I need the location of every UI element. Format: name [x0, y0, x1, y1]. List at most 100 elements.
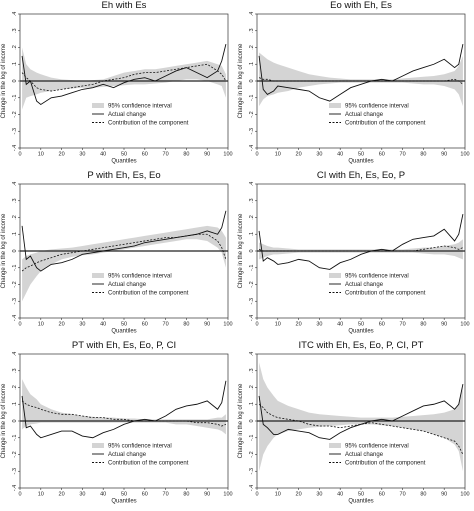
confidence-band	[22, 225, 226, 302]
y-tick-label: 0	[249, 79, 255, 82]
x-tick-label: 50	[358, 492, 364, 498]
y-axis-label: Change in the log of income	[238, 383, 244, 458]
legend-label: Actual change	[345, 112, 384, 118]
chart-panel: ITC with Eh, Es, Eo, P, CI, PT .4.3.2.1 0-…	[237, 340, 474, 510]
component-contribution-line	[21, 400, 227, 427]
legend-label: Actual change	[108, 282, 147, 288]
chart-panel: Eo with Eh, Es .4.3.2.1 0 -.1 -.2 -.3 -.4 0 10 20…	[237, 0, 474, 170]
chart-title: Eo with Eh, Es	[330, 0, 392, 11]
x-tick-label: 80	[420, 322, 426, 328]
x-tick-label: 0	[255, 492, 258, 498]
x-tick-label: 0	[255, 322, 258, 328]
y-tick-label: .2	[249, 45, 255, 50]
x-tick-label: 40	[337, 492, 343, 498]
y-tick-label: -.2	[249, 451, 255, 457]
x-tick-label: 90	[204, 492, 210, 498]
x-axis-label: Quantiles	[348, 499, 373, 505]
chart-title: ITC with Eh, Es, Eo, P, CI, PT	[299, 340, 424, 351]
component-contribution-line	[21, 63, 227, 92]
x-tick-label: 70	[163, 152, 169, 158]
legend-label: Contribution of the component	[108, 461, 189, 467]
chart-svg: CI with Eh, Es, Eo, P .4 .3 .2 .1 0 -.1 -.2 -.3 -…	[238, 170, 470, 335]
y-axis-label: Change in the log of income	[238, 43, 244, 118]
y-axis-label: Change in the log of income	[238, 213, 244, 288]
x-tick-label: 10	[38, 322, 44, 328]
x-tick-label: 100	[223, 152, 232, 158]
x-tick-label: 80	[420, 152, 426, 158]
chart-title: Eh with Es	[102, 0, 147, 11]
x-tick-label: 10	[275, 492, 281, 498]
y-tick-label: 0	[12, 79, 18, 82]
y-tick-label: -.3	[12, 128, 18, 134]
legend-label: Actual change	[108, 112, 147, 118]
x-tick-label: 100	[460, 492, 469, 498]
chart-panel: PT with Eh, Es, Eo, P, CI .4 .3 .2 .1 0 -.1 -.2…	[0, 340, 237, 510]
x-tick-label: 40	[337, 152, 343, 158]
x-axis-label: Quantiles	[111, 159, 136, 165]
confidence-band	[259, 52, 463, 107]
legend-label: Contribution of the component	[345, 291, 426, 297]
legend-swatch-band	[329, 273, 341, 278]
legend-swatch-band	[92, 273, 104, 278]
actual-change-line	[21, 210, 227, 272]
x-tick-label: 90	[441, 492, 447, 498]
x-tick-label: 0	[18, 492, 21, 498]
chart-svg: Eo with Eh, Es.4.3.2.10-.1-.2-.3-.40 10 20…	[238, 0, 470, 165]
x-tick-label: 40	[337, 322, 343, 328]
legend-label: 95% confidence interval	[108, 104, 172, 110]
y-tick-label: .3	[249, 368, 255, 373]
x-axis-label: Quantiles	[348, 329, 373, 335]
x-tick-label: 70	[163, 322, 169, 328]
x-tick-label: 100	[460, 152, 469, 158]
y-tick-label: .3	[249, 28, 255, 33]
y-tick-label: .4	[12, 182, 18, 187]
legend-label: Contribution of the component	[345, 461, 426, 467]
x-tick-label: 70	[163, 492, 169, 498]
y-tick-label: .1	[249, 62, 255, 67]
y-tick-label: -.4	[12, 145, 18, 151]
x-tick-label: 100	[223, 322, 232, 328]
x-tick-label: 20	[59, 492, 65, 498]
y-tick-label: -.2	[12, 451, 18, 457]
x-tick-label: 10	[38, 492, 44, 498]
x-tick-label: 0	[18, 152, 21, 158]
x-tick-label: 60	[142, 152, 148, 158]
y-tick-label: -.4	[249, 145, 255, 151]
actual-change-line	[21, 380, 227, 439]
y-tick-label: 0	[249, 249, 255, 252]
legend-label: Actual change	[108, 452, 147, 458]
y-tick-label: -.3	[249, 468, 255, 474]
chart-title: P with Eh, Es, Eo	[87, 170, 160, 181]
y-tick-label: 0	[249, 419, 255, 422]
x-tick-label: 60	[379, 322, 385, 328]
y-tick-label: .4	[249, 352, 255, 357]
y-axis-label: Change in the log of income	[1, 43, 7, 118]
legend-swatch-band	[329, 443, 341, 448]
x-tick-label: 70	[400, 152, 406, 158]
component-contribution-line	[258, 77, 464, 85]
y-axis-label: Change in the log of income	[1, 213, 7, 288]
x-tick-label: 0	[18, 322, 21, 328]
y-tick-label: .2	[12, 385, 18, 390]
legend-label: Contribution of the component	[345, 121, 426, 127]
y-tick-label: -.1	[12, 435, 18, 441]
legend-label: 95% confidence interval	[345, 444, 409, 450]
x-tick-label: 40	[100, 492, 106, 498]
x-tick-label: 30	[79, 492, 85, 498]
y-tick-label: .3	[12, 28, 18, 33]
legend-label: 95% confidence interval	[345, 274, 409, 280]
y-tick-label: -.1	[249, 435, 255, 441]
x-tick-label: 90	[204, 152, 210, 158]
y-tick-label: -.2	[12, 111, 18, 117]
actual-change-line	[258, 384, 464, 440]
y-tick-label: -.4	[249, 485, 255, 491]
y-tick-label: .1	[249, 232, 255, 237]
x-tick-label: 40	[100, 322, 106, 328]
chart-panel: P with Eh, Es, Eo .4.3.2.1 0 -.1 -.2 -.3 -.4 0 1…	[0, 170, 237, 340]
component-contribution-line	[258, 245, 464, 252]
y-tick-label: -.2	[249, 111, 255, 117]
x-tick-label: 20	[296, 322, 302, 328]
x-tick-label: 80	[420, 492, 426, 498]
chart-panel: Eh with Es .4.3.2.1 0 -.1 -.2 -.3 -.4 0 10 20 30 40…	[0, 0, 237, 170]
